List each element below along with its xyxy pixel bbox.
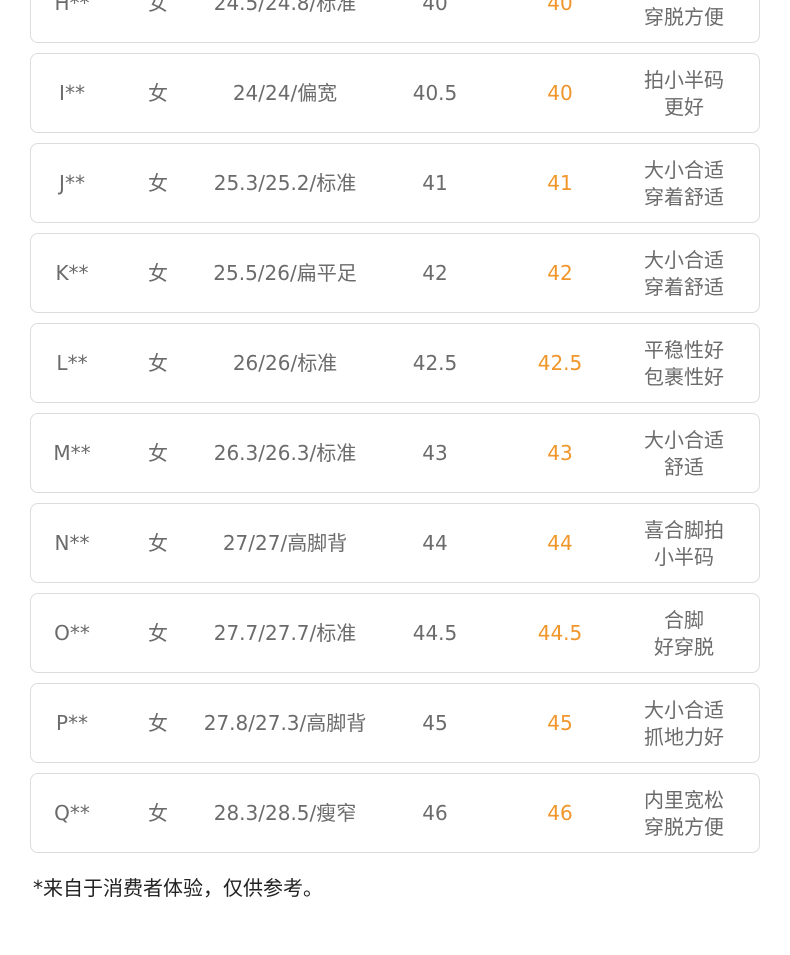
user-name: M** — [53, 441, 91, 465]
user-name: Q** — [54, 801, 90, 825]
usual-size: 40 — [422, 0, 448, 15]
gender: 女 — [148, 621, 168, 645]
gender: 女 — [148, 801, 168, 825]
comment-line: 大小合适 — [644, 698, 724, 722]
recommended-size: 41 — [547, 171, 573, 195]
user-name: N** — [54, 531, 90, 555]
comment-line: 拍小半码 — [644, 68, 724, 92]
foot-measure: 25.3/25.2/标准 — [213, 171, 357, 195]
user-name: O** — [54, 621, 90, 645]
row-card — [30, 0, 760, 43]
gender: 女 — [148, 261, 168, 285]
gender: 女 — [148, 531, 168, 555]
comment-line: 小半码 — [654, 545, 714, 569]
comment-line: 包裹性好 — [644, 365, 724, 389]
foot-measure: 26/26/标准 — [232, 351, 338, 375]
gender: 女 — [148, 711, 168, 735]
foot-measure: 27.8/27.3/高脚背 — [203, 711, 367, 735]
row-card — [30, 683, 760, 763]
user-name: K** — [55, 261, 89, 285]
comment-line: 好穿脱 — [654, 635, 714, 659]
comment-line: 更好 — [664, 95, 704, 119]
comment-line: 穿脱方便 — [644, 815, 724, 839]
foot-measure: 26.3/26.3/标准 — [213, 441, 357, 465]
comment-line: 大小合适 — [644, 428, 724, 452]
row-card — [30, 143, 760, 223]
comment-line: 穿脱方便 — [644, 5, 724, 29]
user-name: J** — [59, 171, 85, 195]
comment-line: 舒适 — [664, 455, 704, 479]
gender: 女 — [148, 351, 168, 375]
recommended-size: 42 — [547, 261, 573, 285]
comment-line: 喜合脚拍 — [644, 518, 724, 542]
gender: 女 — [148, 171, 168, 195]
gender: 女 — [148, 81, 168, 105]
usual-size: 46 — [422, 801, 448, 825]
comment-line: 抓地力好 — [644, 725, 724, 749]
foot-measure: 27/27/高脚背 — [222, 531, 348, 555]
usual-size: 44 — [422, 531, 448, 555]
usual-size: 45 — [422, 711, 448, 735]
comment-line: 大小合适 — [644, 248, 724, 272]
recommended-size: 44.5 — [537, 621, 583, 645]
gender: 女 — [148, 0, 168, 15]
recommended-size: 40 — [547, 81, 573, 105]
comment-line: 穿着舒适 — [644, 185, 724, 209]
row-card — [30, 413, 760, 493]
user-name: H** — [54, 0, 90, 15]
foot-measure: 27.7/27.7/标准 — [213, 621, 357, 645]
recommended-size: 42.5 — [537, 351, 583, 375]
row-card — [30, 773, 760, 853]
recommended-size: 40 — [547, 0, 573, 15]
comment-line: 平稳性好 — [644, 338, 724, 362]
recommended-size: 44 — [547, 531, 573, 555]
row-card — [30, 323, 760, 403]
comment-line: 内里宽松 — [644, 788, 724, 812]
comment-line: 合脚 — [664, 608, 704, 632]
row-card — [30, 53, 760, 133]
gender: 女 — [148, 441, 168, 465]
recommended-size: 43 — [547, 441, 573, 465]
usual-size: 40.5 — [412, 81, 458, 105]
footnote: *来自于消费者体验，仅供参考。 — [33, 876, 323, 900]
comment-line: 穿着舒适 — [644, 275, 724, 299]
usual-size: 43 — [422, 441, 448, 465]
user-name: L** — [56, 351, 88, 375]
usual-size: 42 — [422, 261, 448, 285]
comment-line: 大小合适 — [644, 158, 724, 182]
foot-measure: 24/24/偏宽 — [232, 81, 338, 105]
row-card — [30, 593, 760, 673]
recommended-size: 45 — [547, 711, 573, 735]
foot-measure: 24.5/24.8/标准 — [213, 0, 357, 15]
row-card — [30, 233, 760, 313]
foot-measure: 25.5/26/扁平足 — [213, 261, 357, 285]
user-name: P** — [55, 711, 89, 735]
usual-size: 41 — [422, 171, 448, 195]
usual-size: 42.5 — [412, 351, 458, 375]
recommended-size: 46 — [547, 801, 573, 825]
foot-measure: 28.3/28.5/瘦窄 — [213, 801, 357, 825]
usual-size: 44.5 — [412, 621, 458, 645]
row-card — [30, 503, 760, 583]
user-name: I** — [59, 81, 85, 105]
